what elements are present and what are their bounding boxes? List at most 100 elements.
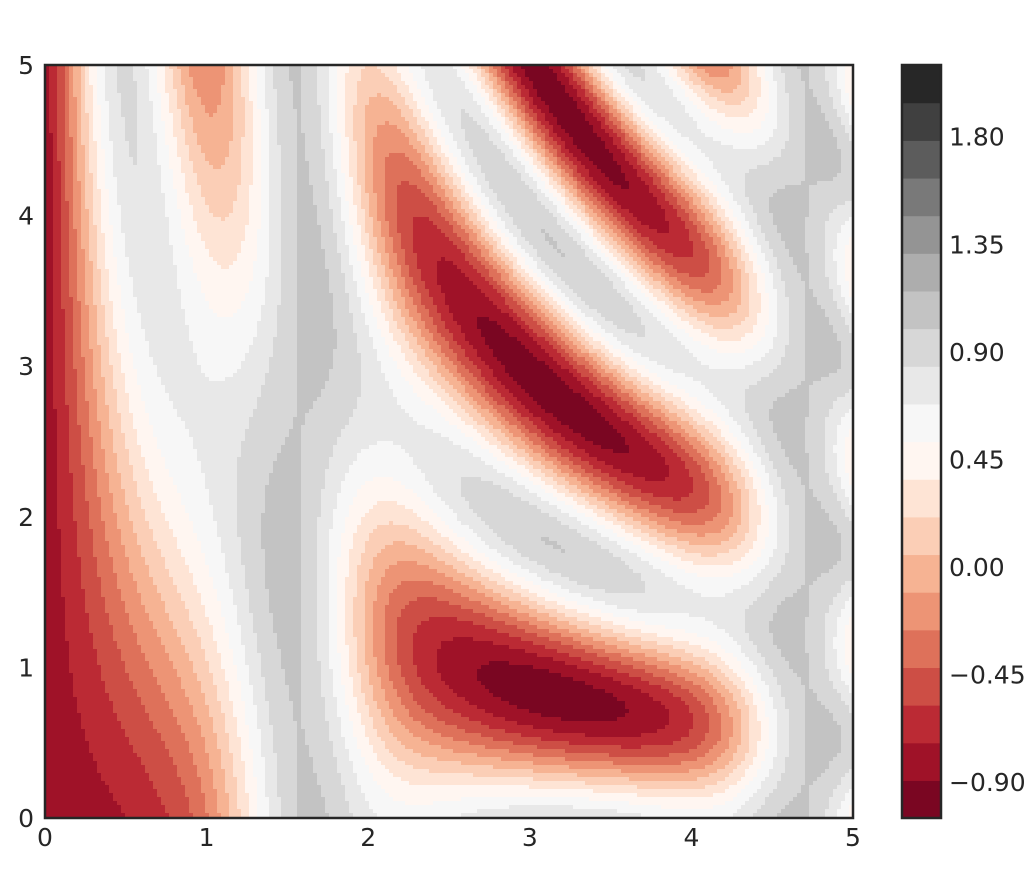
contour-cell <box>529 161 534 166</box>
contour-cell <box>641 165 650 170</box>
contour-cell <box>605 73 614 78</box>
contour-cell <box>501 277 510 282</box>
contour-cell <box>289 73 302 78</box>
contour-cell <box>409 65 422 70</box>
contour-cell <box>73 193 82 198</box>
contour-cell <box>349 165 358 170</box>
contour-cell <box>337 169 342 174</box>
contour-cell <box>589 197 598 202</box>
contour-cell <box>89 117 94 122</box>
contour-cell <box>745 269 754 274</box>
contour-cell <box>561 149 570 154</box>
contour-cell <box>637 161 646 166</box>
contour-cell <box>97 337 110 342</box>
contour-cell <box>601 241 610 246</box>
contour-cell <box>97 73 106 78</box>
contour-cell <box>733 145 758 150</box>
contour-cell <box>605 361 614 366</box>
contour-cell <box>465 217 470 222</box>
contour-cell <box>65 133 70 138</box>
contour-cell <box>545 349 558 354</box>
contour-cell <box>85 197 94 202</box>
contour-cell <box>377 193 386 198</box>
contour-cell <box>589 97 598 102</box>
contour-cell <box>361 309 374 314</box>
contour-cell <box>845 69 854 74</box>
contour-cell <box>513 85 518 90</box>
contour-cell <box>605 173 626 178</box>
contour-cell <box>521 265 530 270</box>
contour-cell <box>569 361 578 366</box>
contour-cell <box>65 329 74 334</box>
contour-cell <box>173 77 182 82</box>
contour-cell <box>297 261 326 266</box>
contour-cell <box>697 177 710 182</box>
contour-cell <box>581 161 594 166</box>
contour-cell <box>81 89 86 94</box>
contour-cell <box>757 341 774 346</box>
contour-cell <box>773 341 790 346</box>
contour-cell <box>441 185 450 190</box>
contour-cell <box>157 69 166 74</box>
contour-cell <box>617 257 626 262</box>
contour-cell <box>173 169 182 174</box>
contour-cell <box>713 225 722 230</box>
contour-cell <box>385 373 402 378</box>
contour-cell <box>505 77 514 82</box>
contour-cell <box>89 325 98 330</box>
contour-cell <box>269 205 282 210</box>
contour-cell <box>365 189 374 194</box>
contour-cell <box>805 105 822 110</box>
contour-cell <box>841 285 850 290</box>
contour-cell <box>669 317 682 322</box>
contour-cell <box>713 325 734 330</box>
contour-cell <box>265 377 298 382</box>
contour-cell <box>649 157 658 162</box>
contour-cell <box>785 185 810 190</box>
contour-cell <box>545 133 550 138</box>
contour-cell <box>477 377 486 382</box>
contour-cell <box>633 249 642 254</box>
contour-cell <box>517 277 526 282</box>
contour-cell <box>581 173 590 178</box>
contour-cell <box>685 309 698 314</box>
contour-cell <box>365 125 378 130</box>
contour-cell <box>345 93 358 98</box>
contour-cell <box>241 365 270 370</box>
contour-cell <box>657 69 670 74</box>
contour-cell <box>93 221 102 226</box>
contour-cell <box>805 81 810 86</box>
contour-cell <box>53 253 62 258</box>
contour-cell <box>345 77 362 82</box>
contour-cell <box>777 89 786 94</box>
contour-cell <box>73 181 82 186</box>
contour-cell <box>137 369 158 374</box>
contour-cell <box>645 137 654 142</box>
contour-cell <box>481 261 490 266</box>
contour-cell <box>613 121 622 126</box>
contour-cell <box>769 265 778 270</box>
contour-cell <box>461 325 478 330</box>
contour-cell <box>781 233 806 238</box>
contour-cell <box>421 157 434 162</box>
contour-cell <box>573 185 578 190</box>
contour-cell <box>809 201 846 206</box>
contour-cell <box>397 305 406 310</box>
contour-cell <box>657 113 690 118</box>
contour-cell <box>457 265 474 270</box>
contour-cell <box>169 65 178 70</box>
contour-cell <box>517 225 562 230</box>
contour-cell <box>61 257 70 262</box>
contour-cell <box>461 177 466 182</box>
contour-cell <box>741 101 758 106</box>
contour-cell <box>313 189 330 194</box>
contour-cell <box>757 321 770 326</box>
contour-cell <box>397 229 414 234</box>
contour-cell <box>797 265 810 270</box>
contour-cell <box>213 165 222 170</box>
contour-cell <box>577 321 586 326</box>
contour-cell <box>261 145 270 150</box>
contour-cell <box>805 129 834 134</box>
contour-cell <box>517 105 526 110</box>
contour-cell <box>485 257 494 262</box>
